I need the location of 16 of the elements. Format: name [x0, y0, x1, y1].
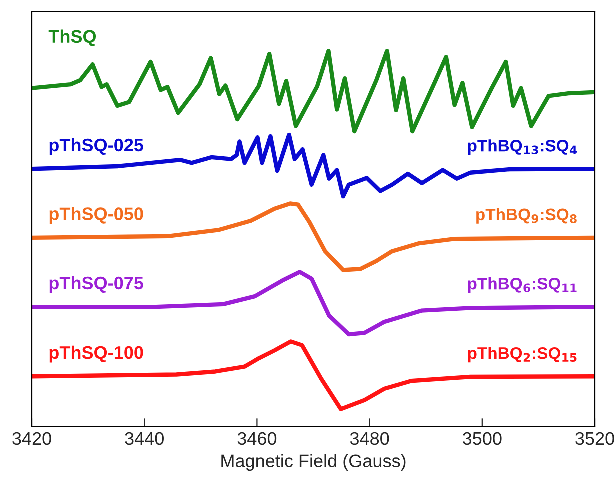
series-label: pThSQ-050 [50, 207, 144, 224]
x-tick-label: 3480 [350, 432, 390, 446]
series-label: pThSQ-075 [50, 276, 144, 294]
x-tick-label: 3460 [238, 432, 277, 446]
x-axis-title: Magnetic Field (Gauss) [222, 454, 406, 472]
x-tick-label: 3520 [576, 432, 614, 446]
x-tick-label: 3440 [125, 432, 164, 446]
annotation: pThBQ$_{6}$:SQ$_{11}$ [468, 278, 577, 294]
x-tick-label: 3420 [12, 432, 52, 446]
x-tick-label: 3500 [463, 432, 502, 446]
annotation: pThBQ$_{9}$:SQ$_{8}$ [476, 208, 577, 224]
annotation: pThBQ$_{13}$:SQ$_{4}$ [468, 140, 578, 156]
series-label: ThSQ [48, 30, 96, 46]
annotation: pThBQ$_{2}$:SQ$_{15}$ [468, 347, 577, 363]
series-label: pThSQ-100 [50, 346, 144, 363]
series-label: pThSQ-025 [50, 138, 144, 156]
